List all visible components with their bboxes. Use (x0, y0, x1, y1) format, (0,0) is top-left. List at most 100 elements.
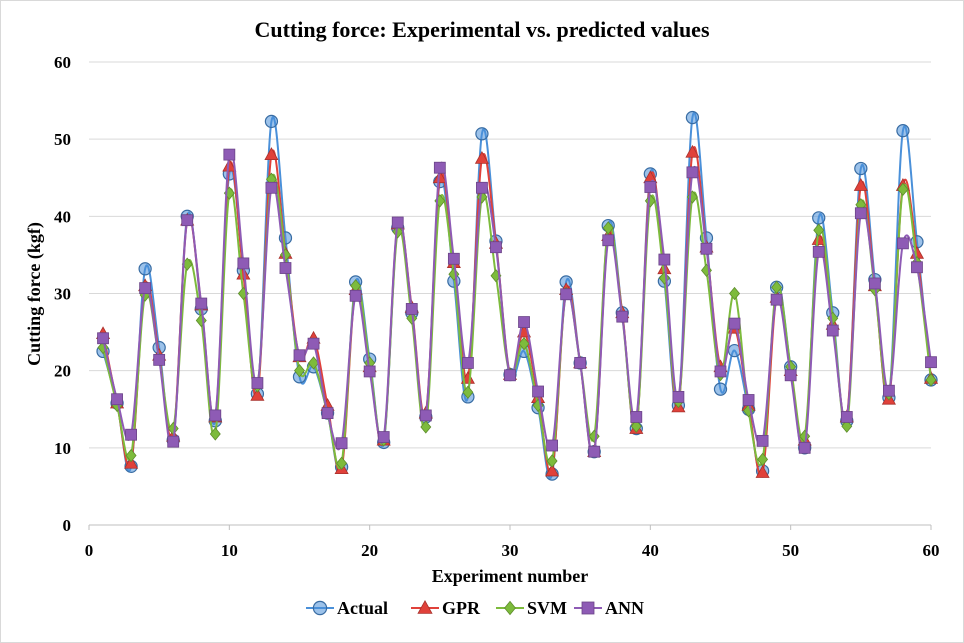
data-point-actual (896, 124, 910, 138)
data-point-gpr (432, 170, 447, 184)
data-point-gpr (222, 158, 237, 172)
data-point-ann (854, 207, 867, 220)
data-point-ann (714, 365, 727, 378)
y-tick-label: 30 (54, 285, 71, 304)
series-layer (95, 110, 939, 481)
data-point-ann (279, 262, 292, 274)
data-point-svm (308, 356, 320, 370)
data-point-ann (925, 356, 937, 369)
legend-label-ann: ANN (605, 598, 644, 618)
series-ann (97, 148, 937, 458)
x-tick-label: 10 (221, 541, 238, 560)
data-point-ann (476, 181, 488, 194)
data-point-svm (897, 182, 909, 197)
data-point-ann (588, 445, 601, 458)
x-tick-label: 0 (85, 541, 94, 560)
data-point-svm (97, 340, 109, 355)
grid-layer (89, 61, 931, 449)
data-point-actual (854, 161, 868, 176)
data-point-ann (812, 245, 825, 258)
data-point-gpr (755, 465, 770, 478)
data-point-svm (462, 385, 474, 399)
data-point-ann (868, 277, 881, 290)
data-point-actual (475, 127, 489, 141)
x-axis-title: Experiment number (432, 566, 589, 586)
data-point-ann (560, 288, 573, 301)
data-point-svm (644, 194, 656, 208)
y-tick-label: 10 (54, 439, 71, 458)
data-point-ann (237, 257, 250, 270)
data-point-actual (138, 262, 152, 276)
legend-marker-ann (581, 601, 595, 615)
data-point-ann (349, 289, 362, 302)
data-point-ann (321, 407, 334, 420)
data-point-ann (223, 148, 236, 161)
data-point-ann (195, 297, 208, 310)
data-point-gpr (264, 147, 279, 160)
data-point-ann (826, 324, 839, 337)
y-tick-label: 50 (54, 130, 71, 149)
data-point-ann (139, 282, 152, 294)
legend-label-actual: Actual (337, 598, 388, 618)
data-point-gpr (685, 144, 700, 158)
x-tick-label: 30 (502, 541, 519, 560)
data-point-ann (447, 252, 460, 265)
y-tick-label: 60 (54, 53, 71, 72)
data-point-svm (602, 221, 614, 235)
data-point-ann (433, 161, 446, 174)
data-point-svm (771, 280, 783, 295)
data-point-actual (812, 211, 826, 225)
data-point-ann (630, 411, 643, 423)
data-point-gpr (124, 455, 139, 469)
data-point-svm (925, 373, 937, 387)
data-point-ann (574, 357, 587, 369)
data-point-ann (461, 357, 474, 369)
data-point-ann (672, 391, 685, 403)
data-point-svm (518, 336, 530, 351)
data-point-svm (195, 313, 207, 328)
data-point-svm (209, 427, 221, 441)
data-point-ann (686, 166, 699, 179)
data-point-svm (841, 419, 853, 433)
data-point-ann (602, 234, 615, 247)
data-point-svm (125, 448, 137, 463)
data-point-ann (798, 441, 811, 454)
data-point-ann (700, 242, 713, 255)
data-point-svm (279, 248, 291, 262)
data-point-svm (630, 419, 642, 433)
data-point-actual (713, 382, 728, 396)
legend-label-svm: SVM (527, 598, 567, 618)
data-point-gpr (811, 232, 826, 245)
data-point-ann (251, 377, 264, 389)
data-point-ann (784, 369, 797, 382)
data-point-svm (420, 420, 432, 434)
y-tick-label: 0 (63, 516, 72, 535)
data-point-ann (335, 437, 348, 450)
legend-label-gpr: GPR (442, 598, 481, 618)
x-tick-label: 40 (642, 541, 659, 560)
data-point-actual (264, 114, 279, 129)
chart-title: Cutting force: Experimental vs. predicte… (254, 17, 709, 42)
legend: Actual GPR SVM ANN (306, 598, 644, 618)
data-point-ann (504, 369, 516, 382)
data-point-ann (125, 428, 137, 441)
data-point-svm (588, 429, 600, 443)
data-point-gpr (250, 387, 265, 401)
data-point-ann (911, 261, 923, 274)
data-point-gpr (853, 178, 868, 191)
data-point-ann (897, 237, 909, 250)
data-point-actual (685, 110, 700, 125)
data-point-svm (729, 286, 741, 301)
x-tick-label: 60 (923, 541, 940, 560)
data-point-svm (406, 311, 418, 325)
data-point-svm (757, 452, 769, 467)
data-point-ann (209, 409, 222, 422)
data-point-gpr (474, 151, 489, 164)
x-tick-label: 20 (361, 541, 378, 560)
data-point-ann (167, 435, 180, 448)
data-point-svm (336, 456, 348, 470)
data-point-ann (181, 214, 194, 227)
